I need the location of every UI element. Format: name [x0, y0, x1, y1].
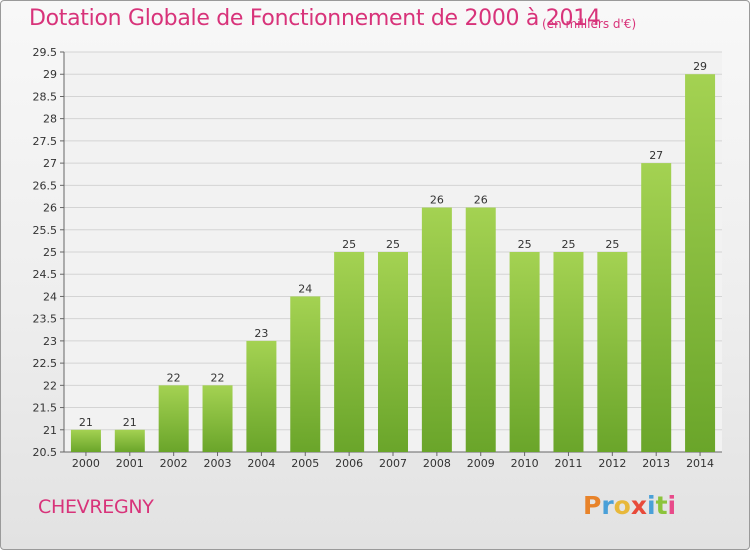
- bar: [421, 207, 452, 452]
- y-tick-label: 26.5: [33, 179, 58, 192]
- y-tick-label: 26: [43, 202, 57, 215]
- proxiti-logo: Proxiti: [583, 491, 676, 520]
- x-tick-label: 2010: [511, 457, 539, 470]
- commune-name: CHEVREGNY: [38, 496, 154, 518]
- data-label: 24: [298, 282, 312, 295]
- y-tick-label: 23.5: [33, 313, 58, 326]
- x-tick-label: 2000: [72, 457, 100, 470]
- data-label: 26: [474, 194, 488, 207]
- x-tick-label: 2005: [291, 457, 319, 470]
- bar: [641, 163, 672, 452]
- data-label: 25: [561, 238, 575, 251]
- x-tick-label: 2003: [204, 457, 232, 470]
- bar: [290, 296, 321, 452]
- bar: [158, 385, 189, 452]
- x-tick-label: 2008: [423, 457, 451, 470]
- x-tick-label: 2006: [335, 457, 363, 470]
- y-tick-label: 20.5: [33, 446, 58, 459]
- data-label: 25: [518, 238, 532, 251]
- logo-letter: P: [583, 491, 602, 520]
- x-tick-label: 2002: [160, 457, 188, 470]
- bar: [246, 340, 277, 452]
- bar: [202, 385, 233, 452]
- x-tick-label: 2012: [598, 457, 626, 470]
- bar: [685, 74, 716, 452]
- unit-label: (en milliers d'€): [542, 17, 637, 31]
- logo-letter: i: [647, 491, 656, 520]
- y-tick-label: 21.5: [33, 402, 58, 415]
- data-label: 21: [79, 416, 93, 429]
- bar: [70, 429, 101, 452]
- y-tick-label: 29: [43, 68, 57, 81]
- data-label: 25: [605, 238, 619, 251]
- x-tick-label: 2001: [116, 457, 144, 470]
- x-tick-label: 2007: [379, 457, 407, 470]
- y-tick-label: 27.5: [33, 135, 58, 148]
- y-tick-label: 21: [43, 424, 57, 437]
- x-tick-label: 2011: [554, 457, 582, 470]
- y-tick-label: 24: [43, 290, 57, 303]
- data-label: 26: [430, 194, 444, 207]
- y-tick-label: 28: [43, 113, 57, 126]
- bar: [334, 252, 365, 452]
- y-tick-label: 22: [43, 379, 57, 392]
- data-label: 25: [342, 238, 356, 251]
- data-label: 22: [211, 371, 225, 384]
- logo-letter: o: [613, 491, 631, 520]
- data-label: 29: [693, 60, 707, 73]
- data-label: 23: [254, 327, 268, 340]
- bar: [553, 252, 584, 452]
- data-label: 21: [123, 416, 137, 429]
- bar: [114, 429, 145, 452]
- logo-letter: x: [630, 491, 647, 520]
- y-tick-label: 24.5: [33, 268, 58, 281]
- y-tick-label: 25: [43, 246, 57, 259]
- bar: [597, 252, 628, 452]
- logo-letter: t: [655, 491, 668, 520]
- data-label: 27: [649, 149, 663, 162]
- logo-letter: i: [667, 491, 677, 520]
- y-tick-label: 29.5: [33, 46, 58, 59]
- data-label: 22: [167, 371, 181, 384]
- x-tick-label: 2009: [467, 457, 495, 470]
- y-tick-label: 23: [43, 335, 57, 348]
- bar: [465, 207, 496, 452]
- y-tick-label: 25.5: [33, 224, 58, 237]
- data-label: 25: [386, 238, 400, 251]
- x-tick-label: 2004: [247, 457, 275, 470]
- bar: [378, 252, 408, 452]
- x-tick-label: 2013: [642, 457, 670, 470]
- bar: [509, 252, 540, 452]
- chart-title: Dotation Globale de Fonctionnement de 20…: [29, 6, 601, 31]
- y-tick-label: 22.5: [33, 357, 58, 370]
- y-tick-label: 27: [43, 157, 57, 170]
- logo-letter: r: [601, 491, 614, 520]
- y-tick-label: 28.5: [33, 90, 58, 103]
- x-tick-label: 2014: [686, 457, 714, 470]
